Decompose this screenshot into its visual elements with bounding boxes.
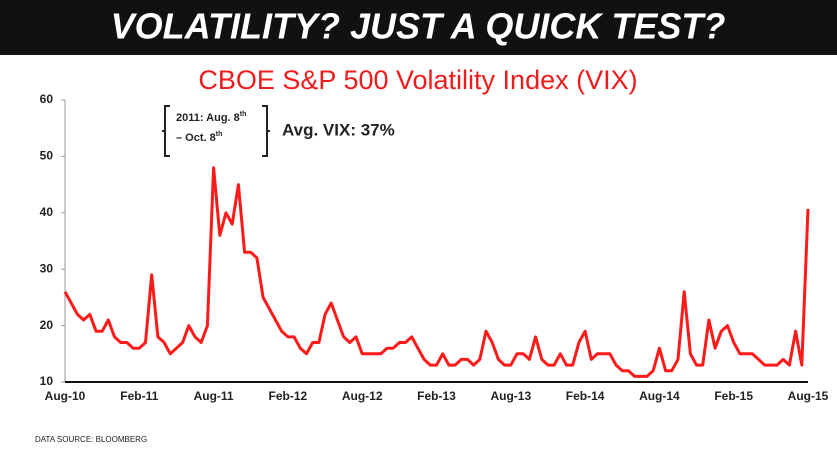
chart-title: CBOE S&P 500 Volatility Index (VIX) [198, 65, 637, 95]
x-tick-label: Aug-11 [194, 389, 234, 403]
x-tick-label: Aug-15 [788, 389, 829, 403]
y-tick-label: 10 [40, 374, 54, 388]
banner-title: VOLATILITY? JUST A QUICK TEST? [111, 6, 726, 47]
source: DATA SOURCE: BLOOMBERG [35, 435, 147, 444]
y-tick-label: 50 [40, 149, 54, 163]
x-tick-label: Feb-13 [417, 389, 456, 403]
x-tick-label: Feb-14 [566, 389, 605, 403]
y-tick-label: 20 [40, 318, 54, 332]
annotation: – Oct. 8th [176, 131, 222, 144]
line [63, 166, 810, 378]
y-tick-label: 30 [40, 261, 54, 275]
x-tick-label: Feb-15 [714, 389, 753, 403]
y-tick-label: 40 [40, 205, 54, 219]
bracket [162, 105, 170, 157]
x-tick-label: Aug-10 [45, 389, 86, 403]
x-tick-label: Aug-12 [342, 389, 383, 403]
banner [0, 0, 837, 55]
x-tick-label: Aug-13 [490, 389, 531, 403]
x-tick-label: Feb-11 [120, 389, 158, 403]
x-tick-label: Feb-12 [269, 389, 308, 403]
bracket [262, 105, 270, 157]
x-tick-label: Aug-14 [639, 389, 680, 403]
y-tick-label: 60 [40, 92, 54, 106]
annotation: Avg. VIX: 37% [282, 120, 395, 139]
annotation: 2011: Aug. 8th [176, 111, 246, 124]
